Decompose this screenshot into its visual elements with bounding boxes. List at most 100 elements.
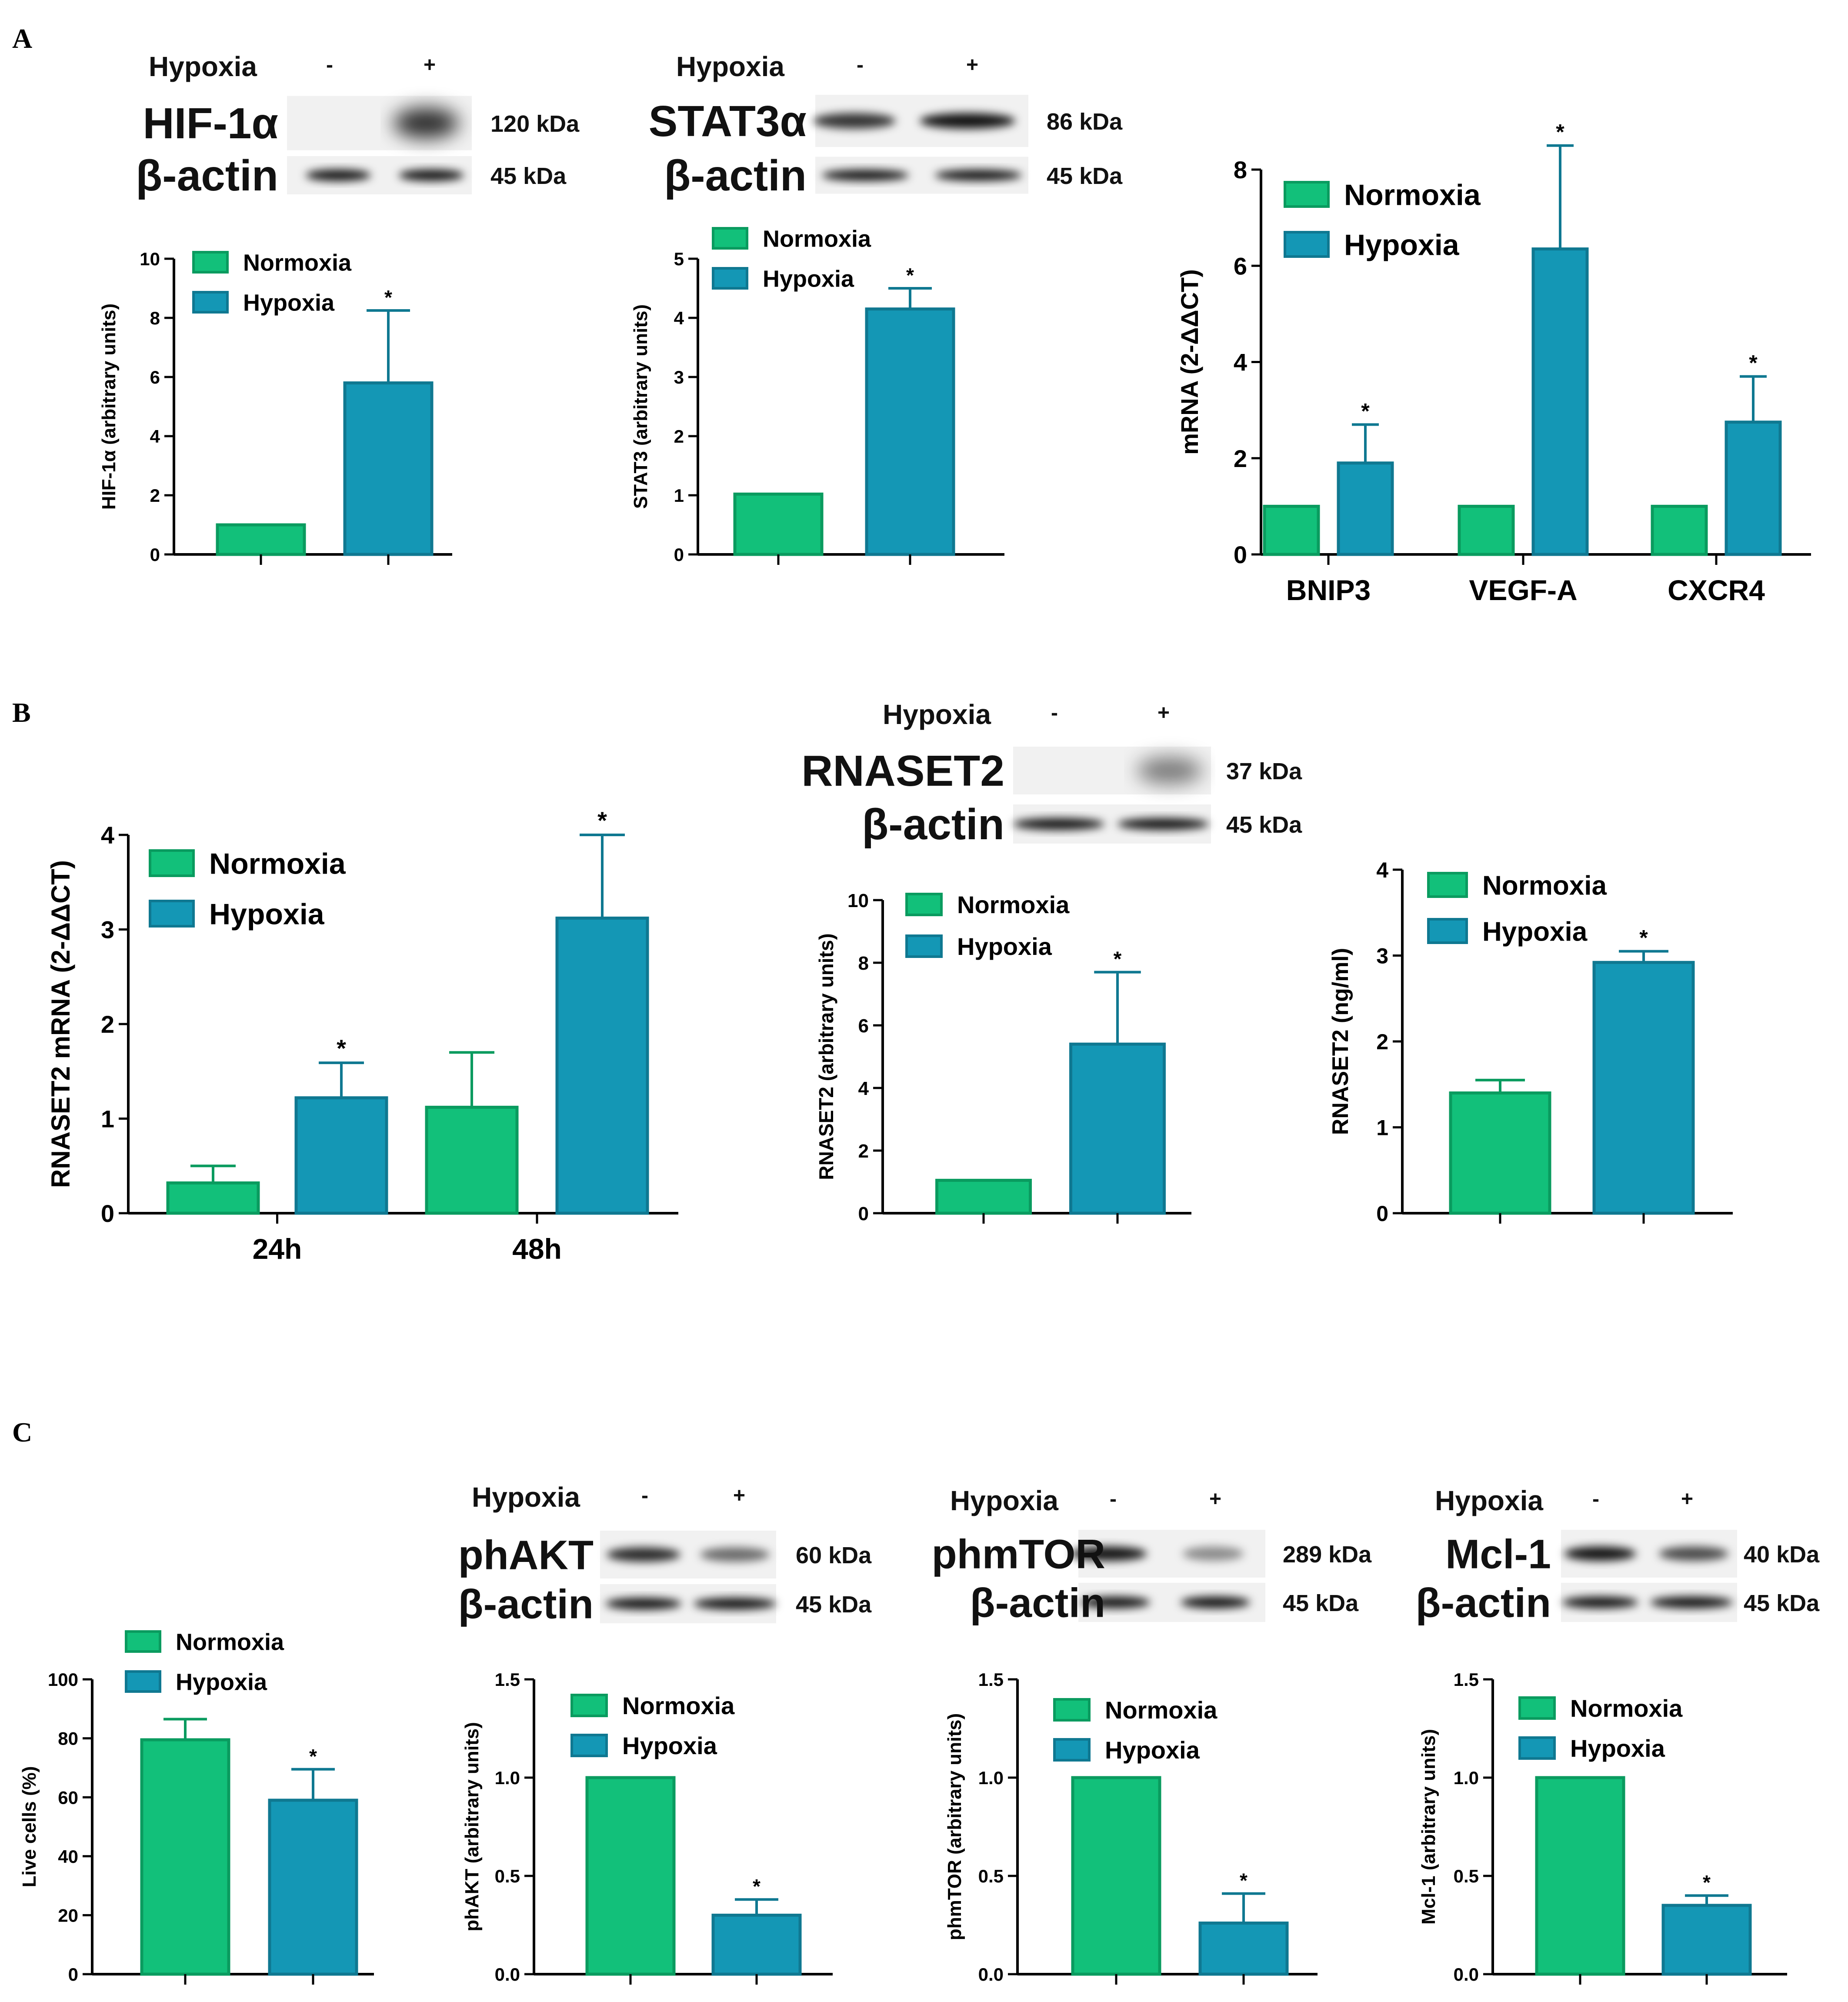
molecular-weight-label: 37 kDa (1226, 758, 1302, 784)
y-axis-label: phmTOR (arbitrary units) (944, 1713, 965, 1940)
blot-band (394, 108, 459, 138)
loading-control-label: β-actin (458, 1581, 594, 1627)
x-category-label: CXCR4 (1668, 574, 1765, 606)
legend-swatch-hypoxia (1284, 231, 1330, 258)
y-tick-label: 1 (101, 1105, 114, 1133)
y-tick-label: 0.5 (978, 1866, 1004, 1886)
blot-band (1659, 1546, 1728, 1561)
legend-swatch-hypoxia (1427, 918, 1468, 944)
y-axis-label: RNASET2 mRNA (2-ΔΔCT) (46, 860, 75, 1188)
blot-band (605, 1598, 682, 1610)
y-tick-label: 6 (150, 367, 160, 387)
hypoxia-label: Hypoxia (472, 1481, 580, 1513)
legend-label-hypoxia: Hypoxia (763, 266, 854, 292)
blot-band (1013, 818, 1104, 830)
y-axis-label: STAT3 (arbitrary units) (630, 304, 651, 509)
significance-asterisk: * (1114, 948, 1122, 971)
molecular-weight-label: 45 kDa (1226, 812, 1302, 838)
y-tick-label: 40 (58, 1846, 78, 1867)
y-tick-label: 60 (58, 1787, 78, 1808)
legend-swatch-normoxia (125, 1630, 161, 1653)
bar-hypoxia (1198, 1921, 1289, 1976)
bar-hypoxia (343, 381, 434, 556)
legend-swatch-hypoxia (192, 291, 229, 314)
y-axis-label: mRNA (2-ΔΔCT) (1176, 269, 1203, 455)
legend-label-hypoxia: Hypoxia (1344, 228, 1460, 261)
legend-swatch-normoxia (712, 227, 748, 250)
significance-asterisk: * (384, 286, 392, 309)
bar-normoxia (1458, 504, 1515, 556)
minus-sign: - (1110, 1488, 1117, 1511)
legend-swatch-hypoxia (712, 267, 748, 290)
plus-sign: + (733, 1484, 745, 1507)
legend-label-hypoxia: Hypoxia (243, 290, 335, 316)
y-tick-label: 3 (101, 916, 114, 944)
y-tick-label: 1.0 (1454, 1768, 1479, 1788)
blot-rnaset2: Hypoxia - + RNASET2 37 kDa β-actin 45 kDa (801, 699, 1302, 849)
minus-sign: - (857, 53, 864, 77)
y-tick-label: 6 (858, 1015, 869, 1037)
legend-label-normoxia: Normoxia (1344, 178, 1481, 211)
y-tick-label: 2 (1234, 445, 1247, 472)
y-axis-label: RNASET2 (ng/ml) (1328, 948, 1353, 1135)
legend-label-hypoxia: Hypoxia (209, 898, 325, 931)
bar-normoxia (166, 1181, 260, 1215)
bar-hypoxia (865, 307, 955, 556)
chart-c3: 0.0 0.5 1.0 1.5 phmTOR (arbitrary units) * Nor… (944, 1669, 1318, 1985)
bar-normoxia (1535, 1776, 1625, 1976)
protein-label: RNASET2 (801, 747, 1004, 795)
y-tick-label: 8 (1234, 156, 1247, 184)
legend-swatch-normoxia (1053, 1698, 1091, 1722)
legend-swatch-normoxia (1427, 872, 1468, 898)
blot-band (700, 1547, 770, 1562)
molecular-weight-label: 45 kDa (1744, 1590, 1820, 1616)
y-tick-label: 3 (674, 367, 684, 387)
loading-control-label: β-actin (862, 800, 1004, 849)
significance-asterisk: * (1749, 351, 1758, 375)
significance-asterisk: * (597, 807, 607, 834)
significance-asterisk: * (309, 1745, 317, 1768)
bar-normoxia (1449, 1091, 1551, 1215)
panel-label-a: A (12, 23, 32, 54)
legend-swatch-normoxia (570, 1694, 608, 1717)
plus-sign: + (1158, 701, 1170, 724)
y-tick-label: 80 (58, 1728, 78, 1749)
blot-phakt: Hypoxia - + phAKT 60 kDa β-actin 45 kDa (458, 1481, 872, 1627)
molecular-weight-label: 60 kDa (796, 1542, 872, 1568)
legend-swatch-hypoxia (1053, 1738, 1091, 1762)
x-category-label: 24h (253, 1233, 302, 1265)
molecular-weight-label: 86 kDa (1047, 109, 1123, 135)
chart-c2: 0.0 0.5 1.0 1.5 phAKT (arbitrary units) * Norm… (461, 1669, 833, 1985)
y-tick-label: 8 (858, 953, 869, 974)
significance-asterisk: * (1361, 399, 1370, 423)
y-tick-label: 6 (1234, 252, 1247, 280)
minus-sign: - (1051, 701, 1058, 724)
legend-label-hypoxia: Hypoxia (1482, 917, 1588, 947)
significance-asterisk: * (1240, 1869, 1248, 1892)
y-tick-label: 2 (101, 1011, 114, 1038)
y-tick-label: 0.0 (495, 1964, 520, 1985)
bar-normoxia (216, 523, 306, 556)
legend-label-hypoxia: Hypoxia (622, 1732, 717, 1759)
bar-normoxia (1071, 1776, 1161, 1976)
protein-label: HIF-1α (143, 99, 278, 148)
hypoxia-label: Hypoxia (950, 1485, 1058, 1516)
blot-band (1137, 757, 1202, 784)
chart-b2: 0 2 4 6 8 10 RNASET2 (arbitrary units) * Normoxi… (815, 890, 1191, 1225)
minus-sign: - (326, 53, 333, 77)
legend-label-hypoxia: Hypoxia (1105, 1736, 1200, 1764)
blot-stat3: Hypoxia - + STAT3α 86 kDa β-actin 45 kDa (649, 51, 1123, 200)
y-tick-label: 1.0 (495, 1768, 520, 1788)
legend-swatch-normoxia (192, 251, 229, 274)
y-tick-label: 8 (150, 308, 160, 328)
bar-hypoxia (1337, 461, 1394, 556)
chart-b1: 0 1 2 3 4 RNASET2 mRNA (2-ΔΔCT) * 24h * 48h Normox… (46, 807, 678, 1265)
protein-label: Mcl-1 (1445, 1531, 1551, 1577)
y-tick-label: 0.0 (978, 1964, 1004, 1985)
y-tick-label: 3 (1376, 944, 1388, 968)
y-tick-label: 1 (674, 485, 684, 506)
y-tick-label: 0 (101, 1200, 114, 1227)
legend-label-normoxia: Normoxia (243, 250, 352, 276)
protein-label: STAT3α (649, 97, 807, 146)
blot-band (1181, 1596, 1250, 1608)
